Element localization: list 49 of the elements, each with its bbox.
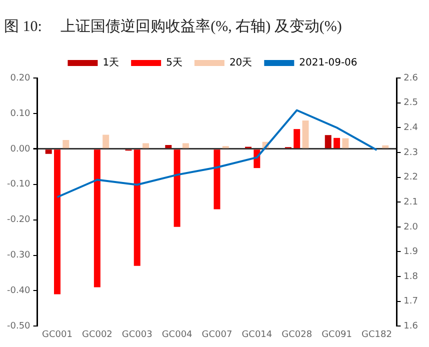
x-tick-label: GC002 [82,330,112,340]
legend-label: 2021-09-06 [299,58,358,69]
y2-tick-label: 2.6 [404,73,418,84]
bar [324,135,332,148]
y-tick-label: 0.10 [10,108,31,119]
chart-title: 图 10: 上证国债逆回购收益率(%, 右轴) 及变动(%) [4,18,342,35]
y2-tick-label: 2.2 [404,172,418,183]
x-tick-label: GC014 [242,330,272,340]
bar [54,150,60,294]
x-tick-label: GC182 [362,330,392,340]
bar [62,140,70,148]
y2-tick-label: 1.8 [404,272,418,282]
y-tick-label: -0.10 [6,180,31,190]
y2-tick-label: 2.3 [404,148,418,158]
x-tick-label: GC028 [282,330,312,340]
bar [94,150,100,288]
x-tick-label: GC003 [122,330,152,340]
bar [214,150,220,210]
y2-tick-label: 2.5 [404,98,418,108]
y-tick-label: -0.30 [6,250,31,261]
bar [134,150,140,266]
y2-tick-label: 1.6 [404,322,418,332]
bar [165,145,172,148]
bar [334,138,340,148]
y-tick-label: 0.20 [10,73,31,84]
x-tick-label: GC007 [202,330,232,340]
y2-tick-label: 1.9 [404,247,418,258]
legend-label: 20天 [229,58,252,69]
y2-tick-label: 2.4 [404,122,418,133]
x-tick-label: GC091 [322,330,352,340]
y2-tick-label: 1.7 [404,296,418,307]
y-tick-label: -0.50 [6,322,31,332]
y-tick-label: -0.40 [6,286,31,296]
bar [182,143,189,148]
bar [174,150,180,227]
y2-tick-label: 2.0 [404,222,418,232]
bar [142,143,150,148]
bar [45,150,52,154]
y-tick-label: 0.00 [10,144,31,154]
x-tick-label: GC004 [162,330,193,340]
bar [294,129,300,148]
bar [342,138,349,148]
legend-label: 5天 [166,58,182,69]
bar [302,120,309,148]
y2-tick-label: 2.1 [404,197,418,208]
bar [102,134,110,148]
legend-label: 1天 [102,58,120,69]
x-tick-label: GC001 [42,330,72,340]
y-tick-label: -0.20 [6,215,31,226]
